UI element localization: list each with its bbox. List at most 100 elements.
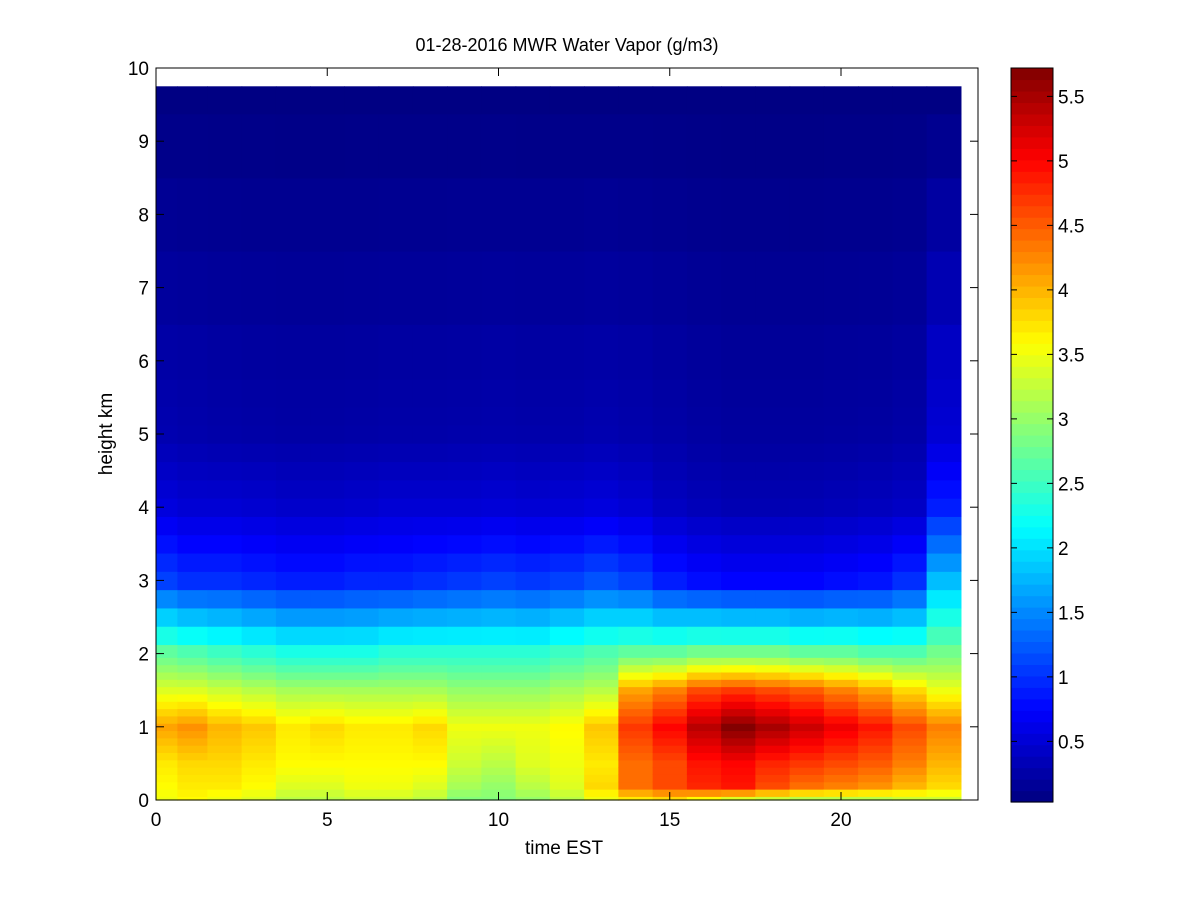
heatmap-cell xyxy=(310,571,345,591)
heatmap-cell xyxy=(858,657,893,666)
heatmap-cell xyxy=(515,424,551,444)
heatmap-cell xyxy=(549,693,585,702)
heatmap-cell xyxy=(344,759,380,768)
colorbar-step xyxy=(1011,687,1053,700)
heatmap-cell xyxy=(789,767,825,775)
heatmap-cell xyxy=(823,767,859,775)
heatmap-cell xyxy=(177,781,208,790)
heatmap-cell xyxy=(177,589,208,609)
heatmap-cell xyxy=(481,406,517,426)
heatmap-cell xyxy=(755,708,791,717)
heatmap-cell xyxy=(378,708,414,717)
heatmap-cell xyxy=(686,693,722,702)
heatmap-cell xyxy=(207,251,243,325)
heatmap-cell xyxy=(926,693,962,702)
heatmap-cell xyxy=(549,664,585,673)
heatmap-cell xyxy=(310,730,345,739)
heatmap-cell xyxy=(447,789,482,797)
colorbar-step xyxy=(1011,125,1053,138)
heatmap-cell xyxy=(177,534,208,554)
heatmap-cell xyxy=(156,664,179,673)
heatmap-cell xyxy=(275,113,311,179)
heatmap-cell xyxy=(310,251,345,325)
heatmap-cell xyxy=(177,406,208,426)
heatmap-cell xyxy=(447,86,482,115)
heatmap-cell xyxy=(177,379,208,408)
heatmap-cell xyxy=(652,752,688,761)
heatmap-cell xyxy=(652,715,688,724)
heatmap-cell xyxy=(241,516,277,536)
heatmap-cell xyxy=(823,498,859,517)
heatmap-cell xyxy=(652,498,688,517)
y-tick-label: 6 xyxy=(138,352,149,373)
heatmap-cell xyxy=(755,737,791,746)
heatmap-cell xyxy=(858,406,893,426)
heatmap-cell xyxy=(515,657,551,666)
heatmap-cell xyxy=(584,177,619,252)
heatmap-cell xyxy=(721,177,756,252)
heatmap-cell xyxy=(549,781,585,790)
heatmap-cell xyxy=(481,324,517,380)
heatmap-cell xyxy=(481,113,517,179)
heatmap-cell xyxy=(618,424,654,444)
heatmap-cell xyxy=(275,759,311,768)
heatmap-cell xyxy=(652,737,688,746)
colorbar-step xyxy=(1011,790,1053,803)
heatmap-cell xyxy=(412,664,448,673)
heatmap-cell xyxy=(515,789,551,797)
heatmap-cell xyxy=(823,607,859,627)
heatmap-cell xyxy=(156,671,179,680)
heatmap-cell xyxy=(755,498,791,517)
heatmap-cell xyxy=(156,461,179,481)
plot-area: 0 5 10 15 20 0 1 2 3 4 5 6 7 8 9 10 xyxy=(128,59,979,831)
heatmap-cell xyxy=(207,498,243,517)
heatmap-cell xyxy=(207,671,243,680)
heatmap-cell xyxy=(618,759,654,768)
heatmap-cell xyxy=(481,498,517,517)
heatmap-cell xyxy=(177,759,208,768)
heatmap-cell xyxy=(823,664,859,673)
heatmap-cell xyxy=(275,767,311,775)
heatmap-cell xyxy=(721,644,756,658)
heatmap-cell xyxy=(926,324,962,380)
heatmap-cell xyxy=(926,752,962,761)
heatmap-cell xyxy=(858,589,893,609)
heatmap-cell xyxy=(412,693,448,702)
heatmap-cell xyxy=(310,679,345,688)
heatmap-cell xyxy=(378,774,414,783)
heatmap-cell xyxy=(241,657,277,666)
heatmap-cell xyxy=(515,781,551,790)
heatmap-cell xyxy=(686,745,722,754)
heatmap-cell xyxy=(721,679,756,688)
colorbar-step xyxy=(1011,171,1053,184)
heatmap-cell xyxy=(549,671,585,680)
heatmap-cell xyxy=(412,607,448,627)
heatmap-cell xyxy=(721,589,756,609)
heatmap-cell xyxy=(858,686,893,695)
heatmap-cell xyxy=(378,571,414,591)
heatmap-cell xyxy=(156,759,179,768)
heatmap-cell xyxy=(275,607,311,627)
heatmap-cell xyxy=(892,251,928,325)
heatmap-cell xyxy=(789,657,825,666)
heatmap-cell xyxy=(755,516,791,536)
heatmap-cell xyxy=(789,715,825,724)
heatmap-cell xyxy=(686,657,722,666)
heatmap-cell xyxy=(652,424,688,444)
heatmap-cell xyxy=(755,644,791,658)
heatmap-cell xyxy=(652,251,688,325)
heatmap-cell xyxy=(652,730,688,739)
heatmap-cell xyxy=(789,86,825,115)
colorbar-step xyxy=(1011,526,1053,539)
heatmap-cell xyxy=(549,767,585,775)
heatmap-cell xyxy=(481,552,517,572)
heatmap-cell xyxy=(823,745,859,754)
heatmap-cell xyxy=(241,679,277,688)
heatmap-cell xyxy=(652,671,688,680)
heatmap-cell xyxy=(481,534,517,554)
heatmap-cell xyxy=(652,589,688,609)
heatmap-cell xyxy=(926,607,962,627)
heatmap-cell xyxy=(618,671,654,680)
y-tick-label: 3 xyxy=(138,571,149,592)
heatmap-cell xyxy=(241,644,277,658)
